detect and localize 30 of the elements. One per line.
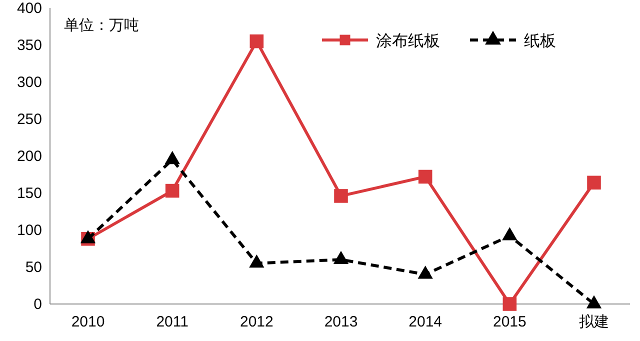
y-tick-label: 350 (16, 36, 42, 54)
y-tick-label: 400 (16, 0, 42, 17)
y-tick-label: 300 (16, 74, 42, 91)
y-tick-label: 150 (16, 184, 42, 202)
legend-label: 纸板 (524, 31, 556, 50)
y-tick-label: 0 (34, 296, 42, 313)
y-tick-label: 100 (16, 222, 42, 239)
y-tick-label: 200 (16, 148, 42, 165)
point (587, 176, 601, 190)
x-tick-label: 2010 (71, 314, 105, 331)
point (418, 170, 432, 184)
legend-label: 涂布纸板 (376, 31, 440, 50)
x-tick-label: 2011 (156, 314, 188, 331)
y-tick-label: 50 (25, 258, 42, 276)
point (333, 250, 349, 264)
point (586, 295, 602, 308)
y-tick-label: 250 (16, 110, 42, 128)
point (502, 227, 518, 240)
x-tick-label: 2012 (240, 314, 274, 331)
point (80, 230, 96, 244)
point (249, 254, 264, 268)
x-tick-label: 2015 (492, 314, 526, 331)
point (334, 189, 348, 203)
x-tick-label: 2014 (408, 314, 442, 331)
point (250, 34, 264, 48)
annotation: 单位：万吨 (64, 16, 139, 34)
point (418, 266, 433, 279)
x-tick-label: 2013 (324, 314, 358, 331)
point (165, 184, 180, 198)
x-tick-label: 拟建 (579, 314, 609, 331)
